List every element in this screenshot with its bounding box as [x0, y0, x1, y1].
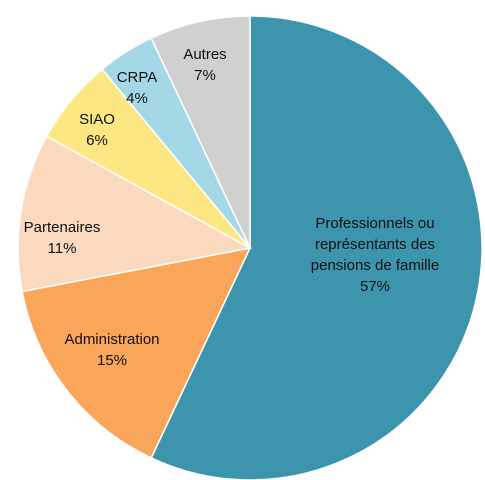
slice-value: 7% — [194, 67, 216, 84]
pie-slice — [150, 15, 251, 249]
slice-name: Professionnels ou représentants des pens… — [310, 215, 440, 274]
slice-label: SIAO 6% — [67, 109, 127, 151]
slice-name: CRPA — [116, 69, 158, 86]
pie-slice — [17, 135, 253, 293]
slice-value: 15% — [96, 352, 128, 369]
pie-slice — [150, 15, 483, 480]
slice-name: Partenaires — [23, 219, 101, 236]
slice-name: SIAO — [79, 111, 115, 128]
slice-name: Administration — [64, 331, 160, 348]
slice-label: Autres 7% — [175, 44, 235, 86]
pie-slice — [21, 246, 252, 459]
slice-value: 4% — [126, 90, 148, 107]
slice-label: Professionnels ou représentants des pens… — [290, 213, 460, 297]
slice-label: Partenaires 11% — [7, 217, 117, 259]
slice-value: 6% — [86, 132, 108, 149]
slice-label: Administration 15% — [42, 329, 182, 371]
slice-name: Autres — [183, 46, 227, 63]
slice-label: CRPA 4% — [107, 67, 167, 109]
slice-value: 11% — [47, 240, 77, 257]
slice-value: 57% — [359, 278, 391, 295]
